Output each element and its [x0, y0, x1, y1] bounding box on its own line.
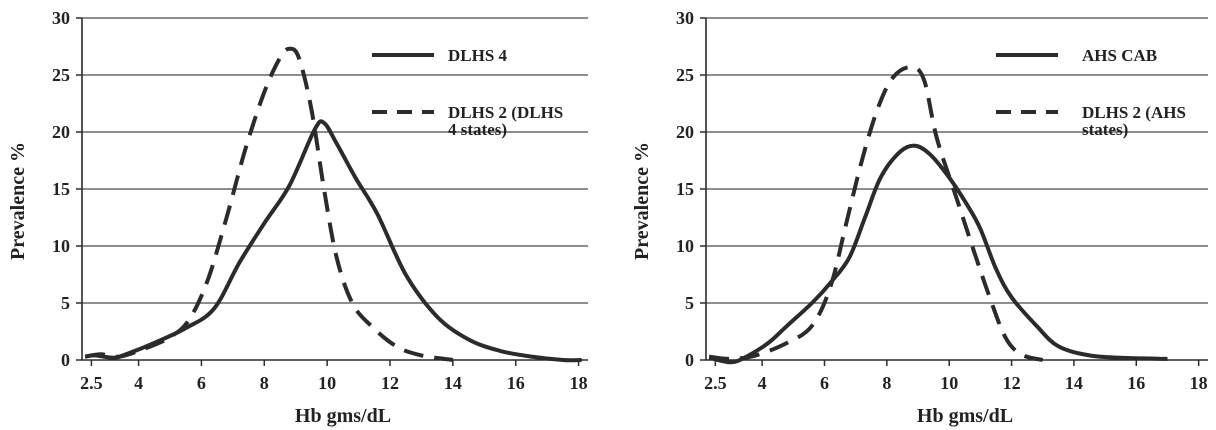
y-tick-label: 10 — [676, 236, 694, 256]
series-line-dashed — [84, 46, 454, 362]
y-tick-label: 10 — [52, 236, 70, 256]
x-tick-label: 4 — [134, 373, 143, 393]
y-axis-title: Prevalence % — [631, 142, 653, 260]
x-tick-label: 18 — [1190, 373, 1208, 393]
y-tick-label: 0 — [61, 350, 70, 370]
x-tick-label: 6 — [197, 373, 206, 393]
y-tick-label: 25 — [52, 65, 70, 85]
x-tick-label: 16 — [507, 373, 525, 393]
y-tick-label: 15 — [676, 179, 694, 199]
x-tick-label: 12 — [1003, 373, 1021, 393]
x-tick-label: 6 — [820, 373, 829, 393]
x-tick-label: 2.5 — [704, 373, 727, 393]
x-tick-label: 8 — [260, 373, 269, 393]
y-tick-label: 5 — [685, 293, 694, 313]
chart-right: 0 5 10 15 20 25 30 2.5 4 6 8 10 12 14 16 18 Hb gms/dL Pre… — [631, 8, 1208, 427]
legend-label: DLHS 4 — [448, 46, 508, 65]
y-tick-label: 20 — [52, 122, 70, 142]
x-axis-title: Hb gms/dL — [295, 405, 391, 427]
x-tick-label: 12 — [381, 373, 399, 393]
x-tick-label: 18 — [570, 373, 588, 393]
x-tick-label: 4 — [758, 373, 767, 393]
x-tick-label: 10 — [318, 373, 336, 393]
series-line-dashed — [708, 64, 1044, 362]
legend-label-line2: 4 states) — [448, 120, 507, 139]
y-tick-label: 25 — [676, 65, 694, 85]
chart-left: 0 5 10 15 20 25 30 2.5 4 6 8 10 12 14 16 18 Hb gms/dL Pre… — [7, 8, 588, 427]
x-tick-label: 16 — [1127, 373, 1145, 393]
legend-label: DLHS 2 (AHS — [1082, 103, 1186, 122]
x-tick-label: 14 — [444, 373, 462, 393]
y-tick-label: 30 — [52, 8, 70, 28]
series-line-solid — [84, 119, 582, 363]
x-tick-label: 2.5 — [80, 373, 103, 393]
legend-label: DLHS 2 (DLHS — [448, 103, 563, 122]
x-tick-label: 8 — [882, 373, 891, 393]
y-tick-label: 5 — [61, 293, 70, 313]
x-tick-label: 14 — [1065, 373, 1083, 393]
y-tick-label: 0 — [685, 350, 694, 370]
y-tick-label: 30 — [676, 8, 694, 28]
y-axis-title: Prevalence % — [7, 142, 29, 260]
x-tick-label: 10 — [940, 373, 958, 393]
legend-label-line2: states) — [1082, 120, 1128, 139]
y-tick-label: 15 — [52, 179, 70, 199]
legend-label: AHS CAB — [1082, 46, 1157, 65]
y-tick-label: 20 — [676, 122, 694, 142]
x-axis-title: Hb gms/dL — [917, 405, 1013, 427]
series-line-solid — [708, 143, 1168, 365]
